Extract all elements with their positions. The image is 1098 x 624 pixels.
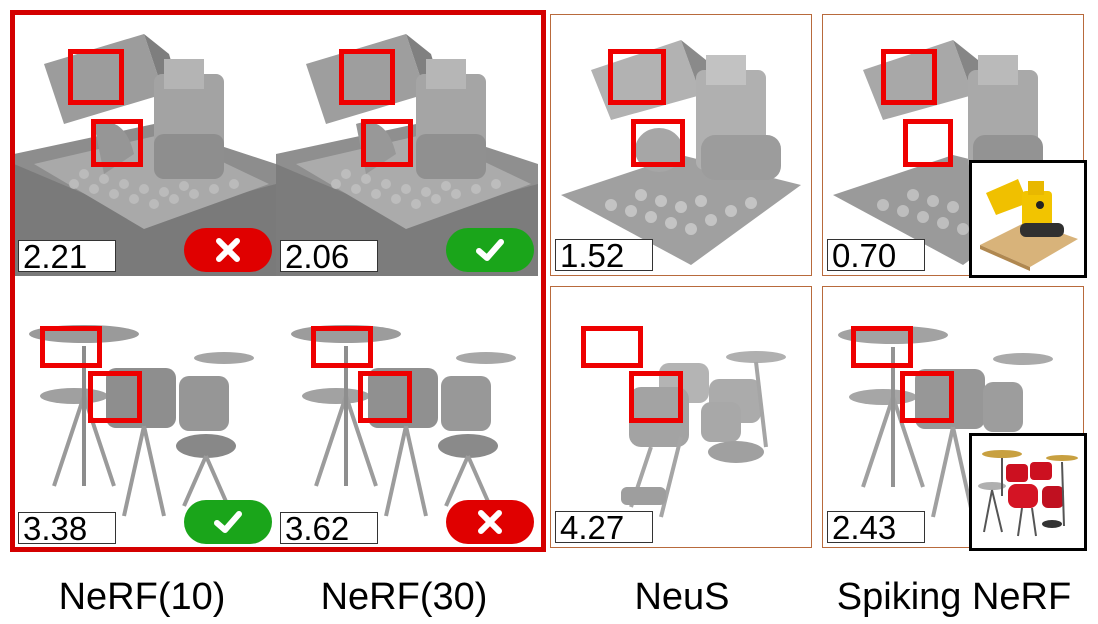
detail-highlight-box [40, 326, 102, 368]
detail-highlight-box [358, 371, 412, 423]
detail-highlight-box [91, 119, 143, 167]
detail-highlight-box [629, 371, 683, 423]
chamfer-score: 4.27 [555, 511, 653, 544]
check-badge [184, 500, 272, 544]
detail-highlight-box [881, 49, 937, 105]
drums-reference-inset [969, 433, 1087, 551]
chamfer-score: 2.43 [827, 511, 925, 544]
chamfer-score: 2.21 [18, 240, 116, 273]
cross-badge [184, 228, 272, 272]
x-mark-icon [216, 238, 240, 262]
column-caption-nerf10: NeRF(10) [58, 576, 226, 618]
detail-highlight-box [88, 371, 142, 423]
lego-nerf30-panel: 2.06 [276, 14, 538, 276]
detail-highlight-box [900, 371, 954, 423]
detail-highlight-box [608, 49, 666, 105]
detail-highlight-box [68, 49, 124, 105]
drum-kit-image [978, 450, 1078, 537]
detail-highlight-box [903, 119, 953, 167]
detail-highlight-box [311, 326, 373, 368]
drums-mesh-render [621, 351, 786, 518]
detail-highlight-box [631, 119, 685, 167]
chamfer-score: 2.06 [280, 240, 378, 273]
x-mark-icon [478, 510, 502, 534]
lego-bulldozer-image [980, 179, 1078, 271]
check-badge [446, 228, 534, 272]
chamfer-score: 3.62 [280, 512, 378, 545]
column-caption-spiking-nerf: Spiking NeRF [836, 576, 1072, 618]
detail-highlight-box [581, 326, 643, 368]
cross-badge [446, 500, 534, 544]
chamfer-score: 3.38 [18, 512, 116, 545]
lego-reference-inset [969, 160, 1087, 278]
drums-mesh-render [291, 325, 516, 517]
column-caption-nerf30: NeRF(30) [320, 576, 488, 618]
chamfer-score: 1.52 [555, 239, 653, 272]
column-caption-neus: NeuS [634, 576, 730, 618]
lego-nerf10-panel: 2.21 [14, 14, 276, 276]
detail-highlight-box [361, 119, 413, 167]
detail-highlight-box [851, 326, 913, 368]
detail-highlight-box [339, 49, 395, 105]
check-mark-icon [476, 239, 504, 261]
chamfer-score: 0.70 [827, 239, 925, 272]
check-mark-icon [214, 511, 242, 533]
